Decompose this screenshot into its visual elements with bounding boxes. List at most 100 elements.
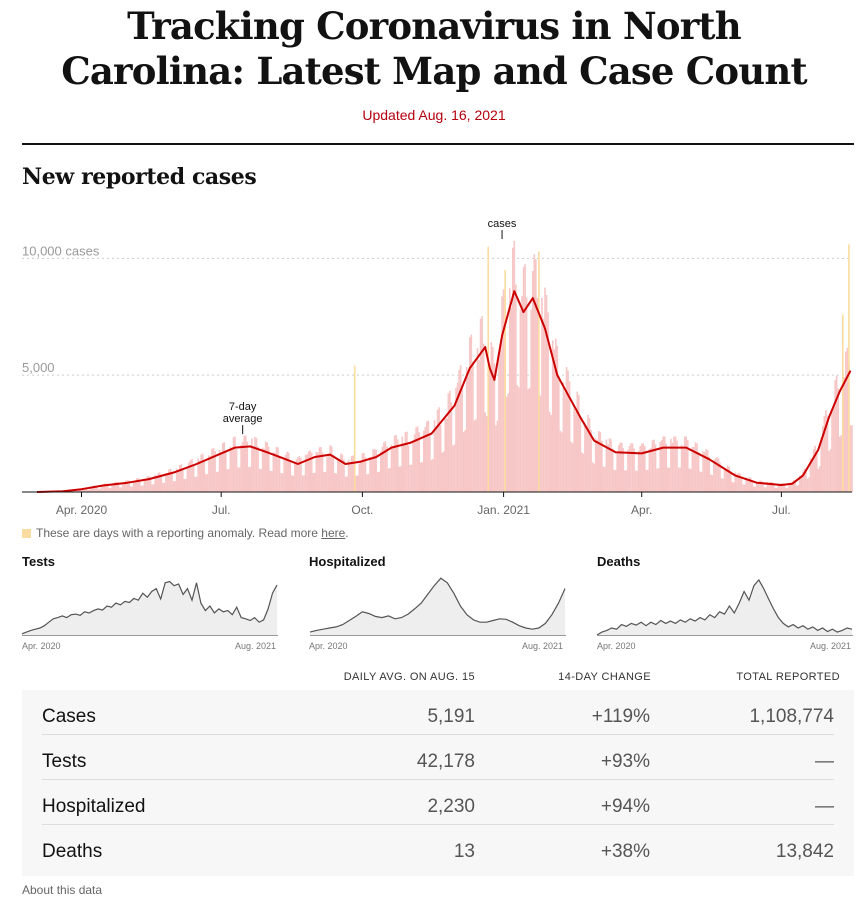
daily-case-bar bbox=[850, 425, 852, 492]
y-tick-label: 5,000 bbox=[22, 360, 55, 375]
daily-case-bar bbox=[451, 402, 453, 492]
daily-case-bar bbox=[561, 432, 563, 492]
daily-case-bar bbox=[560, 431, 562, 492]
daily-case-bar bbox=[377, 472, 379, 492]
daily-case-bar bbox=[609, 438, 611, 492]
daily-case-bar bbox=[765, 487, 767, 492]
daily-case-bar bbox=[550, 415, 552, 492]
daily-case-bar bbox=[718, 458, 720, 492]
daily-case-bar bbox=[650, 448, 652, 492]
table-row-cases: Cases 5,191 +119% 1,108,774 bbox=[22, 690, 854, 735]
daily-case-bar bbox=[130, 487, 132, 492]
deaths-chart bbox=[596, 571, 854, 637]
daily-case-bar bbox=[421, 462, 423, 492]
daily-case-bar bbox=[716, 457, 718, 492]
daily-case-bar bbox=[174, 481, 176, 492]
daily-case-bar bbox=[429, 434, 431, 492]
daily-case-bar bbox=[194, 477, 196, 492]
hospitalized-x-start: Apr. 2020 bbox=[309, 641, 348, 651]
x-tick-label: Apr. bbox=[631, 503, 652, 517]
daily-case-bar bbox=[236, 449, 238, 492]
daily-case-bar bbox=[664, 437, 666, 492]
daily-case-bar bbox=[486, 416, 488, 492]
header-daily-avg: DAILY AVG. ON AUG. 15 bbox=[344, 671, 475, 683]
daily-case-bar bbox=[274, 453, 276, 492]
daily-case-bar bbox=[564, 392, 566, 492]
daily-case-bar bbox=[437, 410, 439, 492]
daily-case-bar bbox=[312, 473, 314, 492]
daily-case-bar bbox=[257, 447, 259, 492]
daily-case-bar bbox=[432, 459, 434, 492]
table-row-hospitalized: Hospitalized 2,230 +94% — bbox=[22, 780, 854, 825]
daily-case-bar bbox=[610, 439, 612, 492]
daily-case-bar bbox=[501, 296, 503, 492]
daily-case-bar bbox=[682, 449, 684, 492]
daily-case-bar bbox=[494, 363, 496, 492]
daily-case-bar bbox=[234, 437, 236, 492]
daily-case-bar bbox=[340, 453, 342, 492]
daily-case-bar bbox=[581, 452, 583, 492]
daily-case-bar bbox=[821, 438, 823, 492]
daily-case-bar bbox=[567, 371, 569, 492]
daily-case-bar bbox=[638, 451, 640, 492]
daily-case-bar bbox=[730, 471, 732, 492]
daily-case-bar bbox=[633, 448, 635, 492]
daily-case-bar bbox=[182, 468, 184, 492]
daily-case-bar bbox=[662, 437, 664, 492]
daily-case-bar bbox=[656, 469, 658, 492]
daily-case-bar bbox=[448, 393, 450, 492]
daily-case-bar bbox=[256, 438, 258, 492]
daily-case-bar bbox=[200, 454, 202, 492]
daily-case-bar bbox=[452, 445, 454, 492]
daily-case-bar bbox=[632, 443, 634, 492]
daily-case-bar bbox=[291, 475, 293, 492]
about-data-link[interactable]: About this data bbox=[22, 883, 102, 897]
hospitalized-chart-title: Hospitalized bbox=[309, 554, 386, 569]
daily-case-bar bbox=[808, 477, 810, 492]
daily-case-bar bbox=[844, 377, 846, 492]
daily-case-bar bbox=[458, 370, 460, 492]
anomaly-read-more-link[interactable]: here bbox=[321, 526, 345, 540]
daily-case-bar bbox=[521, 296, 523, 492]
daily-case-bar bbox=[145, 479, 147, 492]
daily-case-bar bbox=[222, 443, 224, 492]
daily-case-bar bbox=[533, 254, 535, 492]
daily-case-bar bbox=[368, 474, 370, 492]
page-title: Tracking Coronavirus in North Carolina: … bbox=[0, 4, 868, 94]
daily-case-bar bbox=[156, 476, 158, 492]
daily-case-bar bbox=[500, 346, 502, 492]
daily-avg-value: 2,230 bbox=[427, 796, 475, 818]
daily-case-bar bbox=[827, 415, 829, 492]
daily-case-bar bbox=[185, 479, 187, 492]
daily-case-bar bbox=[216, 472, 218, 492]
daily-case-bar bbox=[403, 444, 405, 492]
daily-case-bar bbox=[190, 460, 192, 492]
hospitalized-x-end: Aug. 2021 bbox=[522, 641, 563, 651]
daily-case-bar bbox=[570, 442, 572, 492]
daily-case-bar bbox=[742, 484, 744, 492]
daily-case-bar bbox=[464, 430, 466, 492]
daily-case-bar bbox=[515, 285, 517, 492]
daily-case-bar bbox=[302, 476, 304, 492]
daily-case-bar bbox=[707, 450, 709, 492]
daily-case-bar bbox=[420, 462, 422, 492]
daily-case-bar bbox=[398, 467, 400, 492]
daily-case-bar bbox=[322, 453, 324, 492]
daily-case-bar bbox=[371, 459, 373, 492]
daily-case-bar bbox=[621, 443, 623, 492]
row-label: Cases bbox=[42, 706, 96, 728]
daily-case-bar bbox=[409, 465, 411, 492]
daily-case-bar bbox=[463, 432, 465, 492]
daily-case-bar bbox=[480, 319, 482, 492]
daily-case-bar bbox=[309, 451, 311, 492]
daily-case-bar bbox=[828, 451, 830, 492]
daily-case-bar bbox=[834, 380, 836, 492]
daily-case-bar bbox=[845, 352, 847, 492]
daily-case-bar bbox=[243, 436, 245, 492]
daily-case-bar bbox=[478, 360, 480, 492]
daily-case-bar bbox=[372, 449, 374, 492]
section-title: New reported cases bbox=[22, 164, 256, 190]
daily-case-bar bbox=[349, 463, 351, 492]
daily-case-bar bbox=[273, 452, 275, 492]
daily-case-bar bbox=[603, 466, 605, 492]
